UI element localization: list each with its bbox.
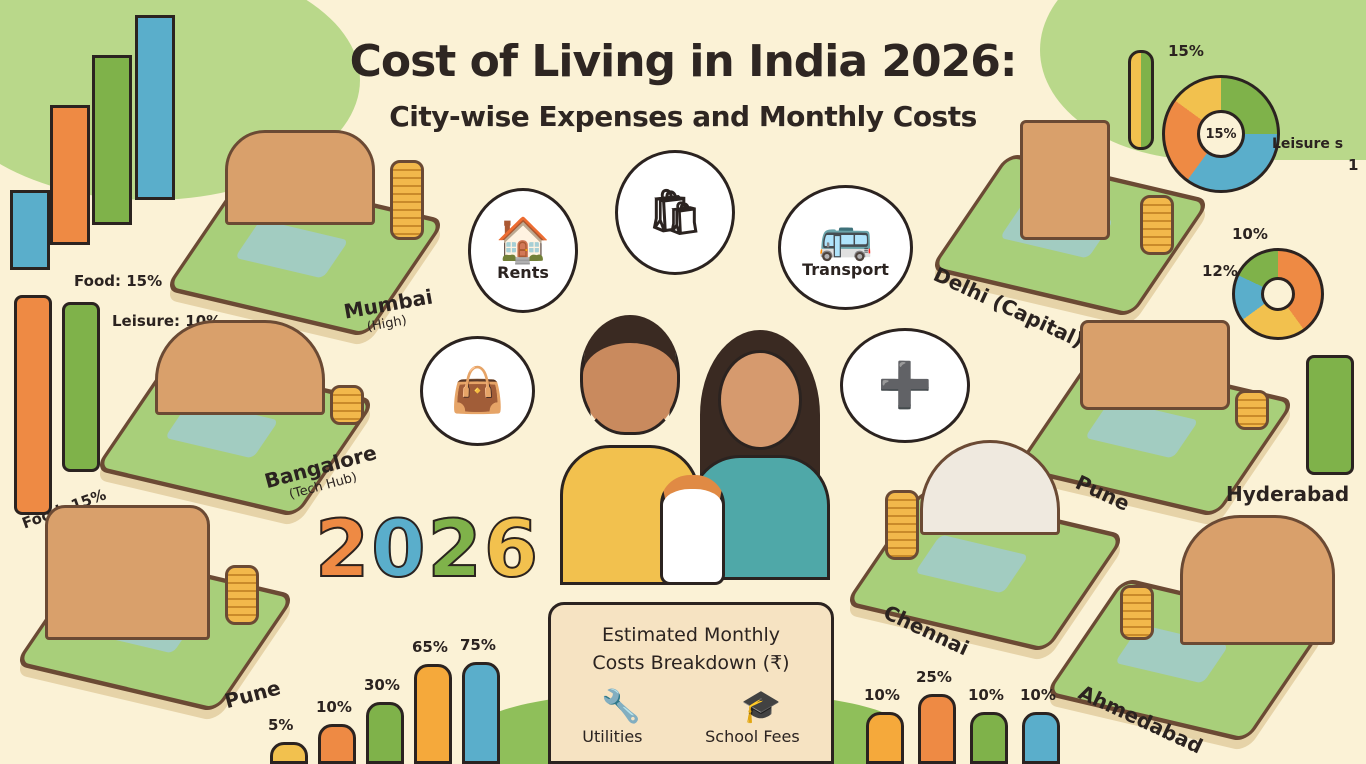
scroll-title: Estimated Monthly Costs Breakdown (₹): [551, 621, 831, 677]
bubble-rents[interactable]: 🏠 Rents: [468, 188, 578, 313]
palace-building: [155, 320, 325, 415]
gateway-building: [225, 130, 375, 225]
bar-value-label: 10%: [968, 686, 1004, 704]
coin-stack-icon: [885, 490, 919, 560]
deco-bar: [92, 55, 132, 225]
bubble-medical[interactable]: ➕: [840, 328, 970, 443]
bubble-groceries[interactable]: 🛍: [615, 150, 735, 275]
donut-label: 15%: [1168, 42, 1204, 60]
deco-bar: [135, 15, 175, 200]
bar: [462, 662, 500, 764]
deco-bar: [1128, 50, 1154, 150]
india-gate-building: [1020, 120, 1110, 240]
coin-stack-icon: [330, 385, 364, 425]
bar-value-label: 65%: [412, 638, 448, 656]
deco-bar: [62, 302, 100, 472]
school-fees-label: School Fees: [705, 727, 800, 746]
ring-chart: [1232, 248, 1324, 340]
bar-value-label: 10%: [1020, 686, 1056, 704]
donut-chart: 15%: [1162, 75, 1280, 193]
bar-value-label: 25%: [916, 668, 952, 686]
bar-value-label: 75%: [460, 636, 496, 654]
utilities-label: Utilities: [582, 727, 643, 746]
city-label-hyderabad[interactable]: Hyderabad: [1226, 482, 1350, 506]
tools-icon: 🔧: [601, 687, 641, 725]
bubble-label: Transport: [802, 260, 889, 279]
page-title: Cost of Living in India 2026:: [349, 36, 1018, 87]
ring-label: 12%: [1202, 262, 1238, 280]
car-bus-icon: 🚌: [818, 212, 873, 263]
medical-kit-icon: ➕: [877, 359, 933, 411]
bar-value-label: 10%: [316, 698, 352, 716]
ring-label: 10%: [1232, 225, 1268, 243]
coin-stack-icon: [1120, 585, 1154, 640]
bar-value-label: 10%: [864, 686, 900, 704]
coin-stack-icon: [225, 565, 259, 625]
bar: [866, 712, 904, 764]
grocery-bag-icon: 🛍: [647, 186, 703, 238]
page-subtitle: City-wise Expenses and Monthly Costs: [389, 100, 977, 133]
shopping-bag-icon: 👜: [450, 365, 505, 416]
bar: [970, 712, 1008, 764]
bubble-shopping[interactable]: 👜: [420, 336, 535, 446]
gateway-building: [1080, 320, 1230, 410]
food-label: Food: 15%: [74, 272, 163, 290]
bubble-label: Rents: [497, 263, 549, 282]
bar: [318, 724, 356, 764]
bar: [414, 664, 452, 764]
deco-bar: [10, 190, 50, 270]
graduation-cap-icon: 🎓: [741, 687, 781, 725]
donut-center-label: 15%: [1197, 110, 1245, 158]
deco-bar: [50, 105, 90, 245]
deco-bar: [14, 295, 52, 515]
bar: [918, 694, 956, 764]
coin-stack-icon: [1140, 195, 1174, 255]
year-label: 2026: [314, 504, 541, 596]
scroll-title-line: Estimated Monthly: [601, 624, 781, 646]
coin-stack-icon: [390, 160, 424, 240]
cat-figure: [660, 475, 725, 585]
bar-value-label: 30%: [364, 676, 400, 694]
house-icon: 🏠: [495, 215, 551, 266]
fort-building: [45, 505, 210, 640]
donut-label: 1: [1348, 156, 1359, 174]
bar: [1022, 712, 1060, 764]
coin-stack-icon: [1235, 390, 1269, 430]
scroll-title-line: Costs Breakdown (₹): [592, 652, 790, 674]
deco-bar: [1306, 355, 1354, 475]
bubble-transport[interactable]: 🚌 Transport: [778, 185, 913, 310]
year-text: 2026: [314, 504, 541, 596]
bar-value-label: 5%: [268, 716, 294, 734]
bar: [270, 742, 308, 764]
mosque-building: [1180, 515, 1335, 645]
cost-breakdown-scroll: Estimated Monthly Costs Breakdown (₹) 🔧 …: [548, 602, 834, 764]
bar: [366, 702, 404, 764]
donut-label: Leisure s: [1272, 136, 1344, 152]
